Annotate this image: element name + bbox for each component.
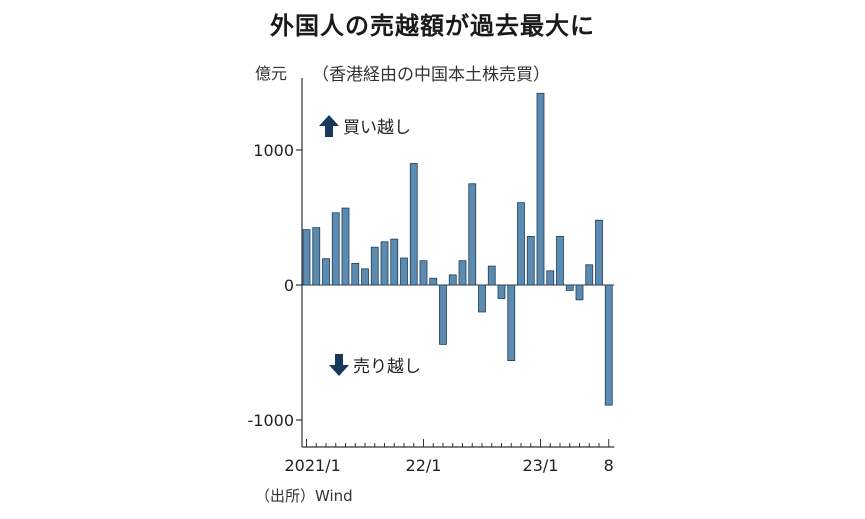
x-tick-label: 8: [604, 456, 614, 475]
bar-2021-10: [390, 238, 399, 286]
buy-annotation: 買い越し: [318, 113, 411, 138]
x-tick-label: 22/1: [406, 456, 442, 475]
bar-2022-4: [448, 274, 457, 286]
x-tick-label: 2021/1: [285, 456, 341, 475]
bar-2021-8: [370, 246, 379, 286]
bar-2021-12: [409, 163, 418, 286]
bar-2022-12: [526, 235, 535, 286]
y-tick-label: 0: [284, 276, 294, 295]
bar-2022-3: [439, 284, 447, 345]
bar-2022-5: [458, 260, 467, 286]
bar-2023-7: [595, 219, 603, 286]
bar-2022-6: [468, 183, 477, 286]
bar-2022-11: [517, 202, 525, 286]
bar-2021-3: [322, 258, 330, 286]
bar-2022-2: [429, 277, 438, 286]
chart-subtitle: （香港経由の中国本土株売買）: [312, 65, 550, 85]
buy-label: 買い越し: [343, 118, 411, 138]
bar-2021-2: [312, 227, 321, 286]
sell-label: 売り越し: [353, 357, 421, 377]
bar-2021-1: [302, 229, 311, 286]
bar-2021-11: [400, 257, 408, 286]
y-tick-label: 1000: [253, 141, 294, 160]
y-tick-label: -1000: [248, 411, 295, 430]
bar-2022-9: [497, 284, 506, 299]
bar-2022-7: [478, 284, 486, 313]
bar-2021-6: [351, 262, 360, 286]
bar-2022-1: [419, 260, 428, 286]
bar-2021-4: [331, 212, 340, 286]
sell-annotation: 売り越し: [328, 352, 421, 377]
source-note: （出所）Wind: [255, 487, 353, 505]
bar-2022-8: [487, 265, 496, 286]
bar-2021-5: [341, 207, 350, 286]
bar-2023-6: [585, 264, 594, 286]
bar-2021-7: [361, 268, 369, 286]
bar-2023-4: [565, 284, 574, 291]
bar-2023-5: [575, 284, 584, 301]
bar-2021-9: [380, 241, 389, 286]
y-axis-unit-label: 億元: [255, 64, 288, 83]
x-tick-label: 23/1: [523, 456, 559, 475]
chart-title: 外国人の売越額が過去最大に: [270, 12, 595, 40]
bar-2023-3: [556, 235, 564, 286]
bar-2023-2: [546, 270, 555, 286]
bar-2023-1: [536, 92, 545, 286]
bar-2022-10: [507, 284, 516, 361]
up-arrow-icon: [318, 114, 340, 138]
down-arrow-icon: [328, 353, 350, 377]
bar-2023-8: [604, 284, 613, 406]
